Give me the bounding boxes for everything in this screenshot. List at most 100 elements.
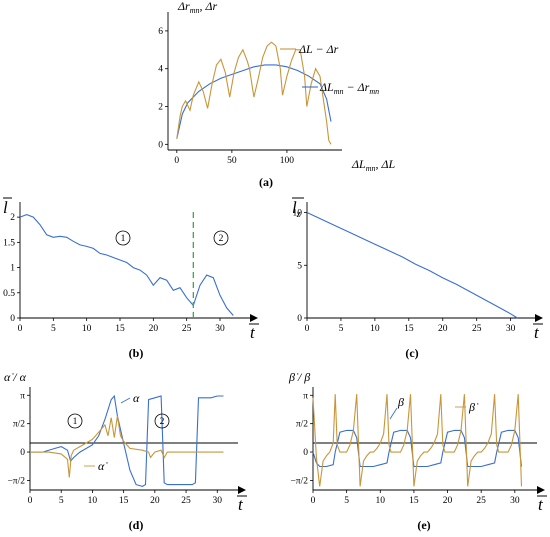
panel-a-series-orange [176, 41, 332, 145]
y-tick-label: 0 [303, 448, 308, 458]
panel-b-xlabel: t [250, 323, 256, 342]
x-tick-label: 50 [227, 156, 237, 166]
panel-e-caption: (e) [417, 518, 430, 532]
panel-e-beta-dot-label: β̇ [468, 400, 479, 414]
panel-b-ticks: 0 5 10 15 20 25 30 0 0.5 1 1.5 2 [3, 213, 225, 334]
panel-c-ylabel: lz [292, 198, 301, 220]
panel-a-ticks: 0 50 100 0 2 4 6 [158, 27, 294, 166]
x-tick-label: 30 [510, 496, 520, 506]
x-tick-label: 10 [376, 496, 386, 506]
y-tick-label: 10 [293, 209, 303, 219]
y-tick-label: 0 [10, 314, 15, 324]
y-tick-label: π [303, 391, 308, 401]
x-tick-label: 0 [311, 496, 316, 506]
x-tick-label: 30 [506, 324, 516, 334]
panel-e-xlabel: t [538, 495, 544, 514]
x-tick-label: 15 [119, 496, 129, 506]
y-tick-label: 6 [158, 27, 163, 37]
x-tick-label: 0 [305, 324, 310, 334]
panel-d-series-alpha-dot [30, 415, 224, 478]
x-tick-label: 25 [472, 324, 482, 334]
x-tick-label: 5 [51, 324, 56, 334]
panel-b-ylabel: l [3, 198, 8, 217]
x-tick-label: 0 [28, 496, 33, 506]
panel-c-caption: (c) [405, 346, 418, 360]
panel-c: 0 5 10 15 20 25 30 0 5 10 lz t (c) [292, 197, 543, 360]
x-tick-label: 20 [443, 496, 453, 506]
panel-d-alpha-pointer [120, 397, 131, 404]
y-tick-label: 0 [297, 314, 302, 324]
panel-d-series-alpha [30, 394, 224, 487]
x-tick-label: 5 [344, 496, 349, 506]
panel-d-marker-1-label: 1 [73, 417, 78, 427]
panel-d-marker-1 [67, 413, 83, 429]
panel-d-marker-2 [154, 413, 170, 429]
panel-a-legend-orange: ΔL − Δr [298, 42, 339, 56]
x-tick-label: 10 [370, 324, 380, 334]
y-tick-label: 0 [20, 448, 25, 458]
x-tick-label: 5 [59, 496, 64, 506]
panel-d-caption: (d) [129, 518, 144, 532]
x-tick-label: 15 [404, 324, 414, 334]
x-tick-label: 5 [339, 324, 344, 334]
x-tick-label: 30 [215, 324, 225, 334]
y-tick-label: 0 [158, 140, 163, 150]
panel-d-alpha-dot-label: α̇ [98, 459, 108, 473]
panel-c-series-blue [306, 212, 518, 319]
panel-b-marker-1-label: 1 [121, 234, 126, 244]
x-tick-label: 10 [88, 496, 98, 506]
panel-a-ylabel: Δrmn, Δr [177, 0, 218, 15]
panel-b-marker-1 [115, 230, 131, 246]
panel-d-xlabel: t [238, 495, 244, 514]
panel-a-xlabel: ΔLmn, ΔL [351, 157, 396, 173]
x-tick-label: 15 [115, 324, 125, 334]
y-tick-label: π/2 [296, 420, 308, 430]
y-tick-label: 2 [158, 103, 163, 113]
x-tick-label: 0 [18, 324, 23, 334]
panel-b: 0 5 10 15 20 25 30 0 0.5 1 1.5 2 1 2 l t (b) [3, 197, 259, 360]
panel-d-marker-2-label: 2 [160, 417, 165, 427]
panel-b-marker-2 [213, 230, 229, 246]
x-tick-label: 25 [182, 324, 192, 334]
x-tick-label: 20 [150, 496, 160, 506]
panel-b-x-arrow [250, 314, 258, 322]
panel-c-x-arrow [535, 314, 543, 322]
y-tick-label: 5 [297, 261, 302, 271]
panel-e-ylabel: β̇ / β [288, 370, 310, 384]
x-tick-label: 20 [149, 324, 159, 334]
panel-b-caption: (b) [129, 346, 144, 360]
panel-b-marker-2-label: 2 [219, 234, 224, 244]
x-tick-label: 20 [438, 324, 448, 334]
x-tick-label: 30 [213, 496, 223, 506]
x-tick-label: 15 [409, 496, 419, 506]
y-tick-label: π/2 [13, 420, 25, 430]
x-tick-label: 100 [280, 156, 295, 166]
panel-d-x-arrow [238, 486, 246, 494]
y-tick-label: −π/2 [7, 476, 25, 486]
panel-e-x-arrow [537, 486, 545, 494]
panel-a: 0 50 100 0 2 4 6 Δrmn, Δr ΔLmn, ΔL ΔL − Δr ΔLm… [158, 0, 395, 189]
x-tick-label: 10 [82, 324, 92, 334]
y-tick-label: 1 [10, 264, 15, 274]
panel-d-alpha-label: α [133, 391, 140, 405]
panel-e-beta-pointer [389, 407, 398, 420]
y-tick-label: −π/2 [290, 476, 308, 486]
y-tick-label: 4 [158, 65, 163, 75]
y-tick-label: 1.5 [3, 238, 15, 248]
y-tick-label: 0.5 [3, 289, 15, 299]
panel-e-series-beta-dot [312, 394, 523, 487]
panel-e-series-beta [312, 429, 523, 468]
x-tick-label: 25 [476, 496, 486, 506]
panel-a-legend-blue: ΔLmn − Δrmn [319, 80, 379, 96]
panel-b-series-blue [19, 214, 234, 316]
panel-a-caption: (a) [259, 175, 273, 189]
x-tick-label: 25 [181, 496, 191, 506]
x-tick-label: 0 [174, 156, 179, 166]
panel-c-xlabel: t [534, 323, 540, 342]
y-tick-label: π [20, 391, 25, 401]
